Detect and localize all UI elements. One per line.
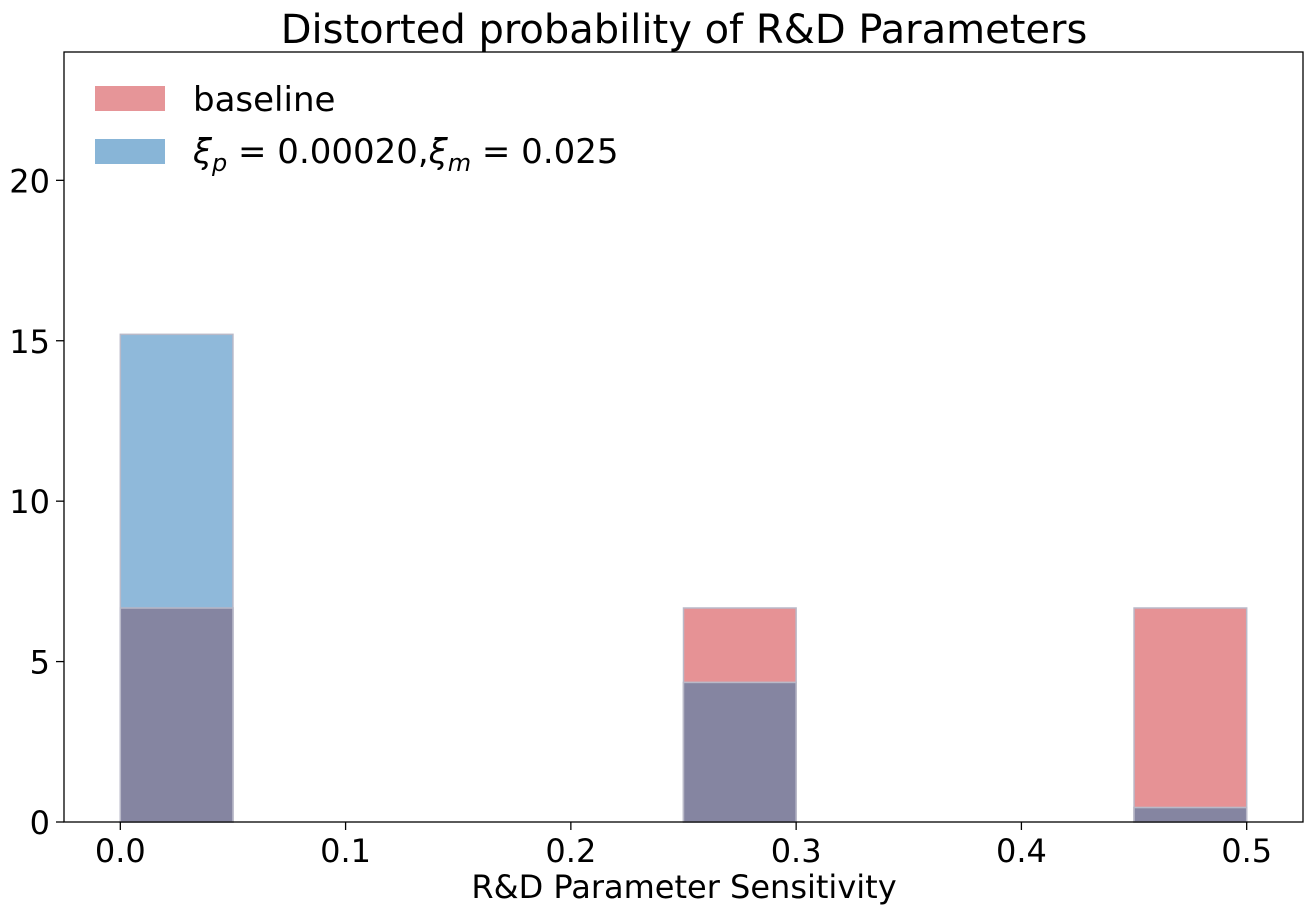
x-tick-label-5: 0.5 — [1221, 832, 1272, 870]
x-tick-label-4: 0.4 — [996, 832, 1047, 870]
bars-layer — [119, 333, 1248, 823]
y-tick-label-2: 10 — [9, 483, 50, 521]
bar-overlap-0 — [119, 607, 234, 823]
y-tick-label-0: 0 — [30, 804, 50, 842]
legend-swatch-baseline — [95, 86, 165, 111]
bar-baseline-2 — [1133, 607, 1248, 823]
plot-frame — [63, 51, 1304, 823]
legend-label-baseline: baseline — [193, 80, 335, 120]
y-tick-label-4: 20 — [9, 162, 50, 200]
legend: baseline ξp = 0.00020,ξm = 0.025 — [95, 80, 619, 177]
bar-overlap-2 — [1133, 806, 1248, 823]
x-tick-label-2: 0.2 — [545, 832, 596, 870]
legend-swatch-distorted — [95, 139, 165, 164]
bar-overlap-1 — [682, 681, 797, 823]
x-axis-label: R&D Parameter Sensitivity — [471, 868, 896, 906]
legend-label-distorted: ξp = 0.00020,ξm = 0.025 — [192, 132, 619, 177]
x-tick-label-0: 0.0 — [95, 832, 146, 870]
x-axis-ticks: 0.0 0.1 0.2 0.3 0.4 0.5 — [95, 822, 1272, 870]
y-tick-label-3: 15 — [9, 323, 50, 361]
y-tick-label-1: 5 — [30, 644, 50, 682]
x-tick-label-1: 0.1 — [320, 832, 371, 870]
y-axis-ticks: 0 5 10 15 20 — [9, 162, 64, 842]
x-tick-label-3: 0.3 — [771, 832, 822, 870]
chart-title: Distorted probability of R&D Parameters — [281, 7, 1088, 53]
